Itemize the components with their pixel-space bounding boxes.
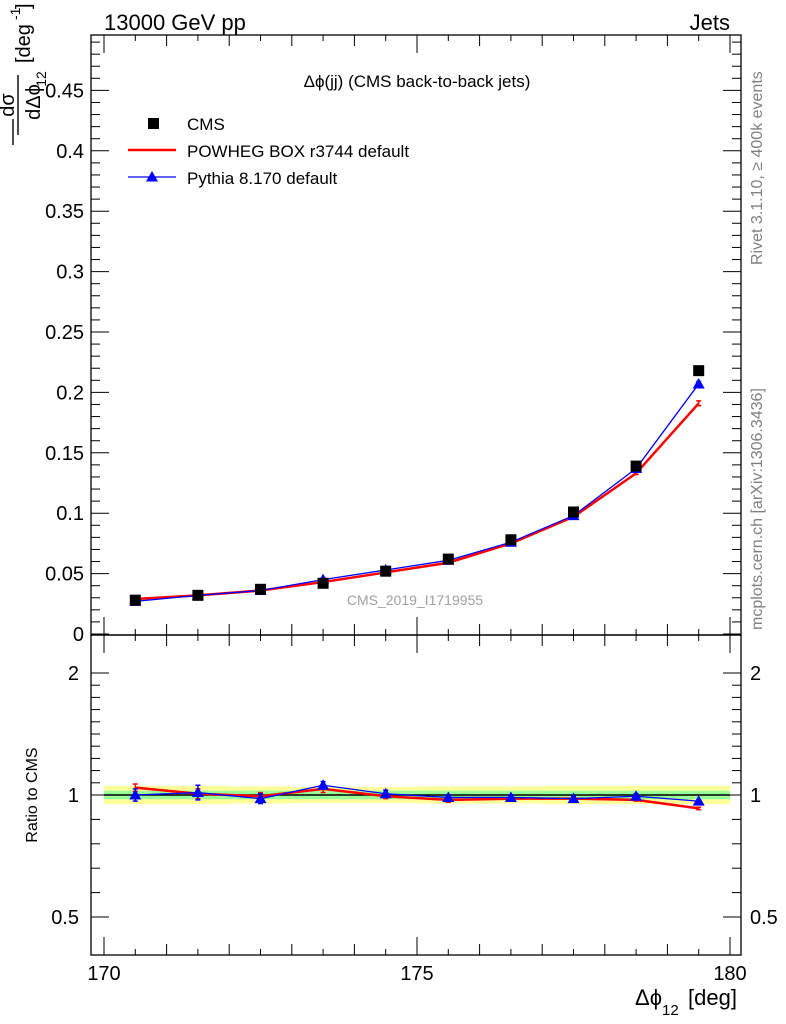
- ylabel-unit: [deg: [13, 24, 35, 63]
- ratio-pythia-point: [129, 789, 142, 800]
- xlabel-sub: 12: [662, 1002, 679, 1019]
- ratio-y-tick-label-right: 2: [750, 663, 761, 685]
- y-tick-label: 0.35: [45, 201, 84, 223]
- ratio-pythia-point: [630, 790, 643, 801]
- ratio-pythia-point: [191, 786, 204, 798]
- cms-data-point: [568, 506, 579, 518]
- cms-data-point: [693, 365, 705, 377]
- cms-data-point: [129, 594, 141, 606]
- ylabel-deriv-sub: 12: [33, 71, 49, 87]
- cms-data-point: [442, 553, 454, 565]
- y-tick-label: 0.3: [56, 262, 84, 284]
- watermark: CMS_2019_I1719955: [347, 592, 483, 608]
- legend: CMS POWHEG BOX r3744 default Pythia 8.170 …: [128, 115, 409, 188]
- main-panel: 0 0.05 0.1 0.15 0.2 0.25 0.3 0.35 0.4 0.45 CMS POWH…: [45, 34, 742, 646]
- y-tick-label: 0.25: [45, 322, 84, 344]
- ratio-pythia-point: [567, 792, 580, 804]
- ratio-y-axis-label: Ratio to CMS: [24, 747, 41, 842]
- ratio-y-tick-label-right: 1: [750, 785, 761, 807]
- ratio-pythia-point: [504, 791, 517, 802]
- y-tick-label: 0.15: [45, 443, 84, 465]
- cms-data-point: [505, 534, 517, 546]
- plot-title: Δϕ(jj) (CMS back-to-back jets): [304, 72, 531, 91]
- ylabel-unit-close: ]: [13, 3, 35, 9]
- cms-data-point: [380, 565, 392, 577]
- legend-pythia-label: Pythia 8.170 default: [187, 169, 338, 188]
- powheg-line: [135, 402, 700, 601]
- legend-cms-label: CMS: [187, 115, 225, 134]
- x-axis-label: Δϕ 12 [deg]: [635, 985, 737, 1019]
- ratio-panel: 170 175 180 0.5 0.5 1 1 2 2: [51, 634, 778, 985]
- cms-data-point: [317, 577, 329, 589]
- y-tick-label: 0.2: [56, 382, 84, 404]
- y-tick-label: 0.1: [56, 503, 84, 525]
- header-right: Jets: [690, 10, 730, 35]
- x-tick-label: 175: [400, 963, 433, 985]
- ratio-y-tick-label-right: 0.5: [750, 907, 778, 929]
- pythia-line: [135, 383, 700, 603]
- ratio-pythia-point: [692, 795, 705, 806]
- cms-data-point: [192, 589, 204, 601]
- ylabel-unit-sup: -1: [7, 7, 23, 20]
- header-left: 13000 GeV pp: [104, 10, 246, 35]
- rivet-label: Rivet 3.1.10, ≥ 400k events: [749, 71, 766, 265]
- cms-data-point: [630, 460, 642, 472]
- ratio-pythia-point: [254, 792, 267, 804]
- pythia-point: [692, 377, 705, 389]
- ratio-pythia-line: [135, 784, 699, 802]
- y-tick-label: 0: [73, 624, 84, 646]
- main-y-axis-label: 1 σ dσ dΔϕ 12 [deg -1 ]: [0, 3, 49, 145]
- ratio-y-tick-label: 2: [68, 663, 79, 685]
- x-tick-label: 170: [87, 963, 120, 985]
- y-tick-label: 0.05: [45, 564, 84, 586]
- y-tick-label: 0.45: [45, 80, 84, 102]
- ratio-pythia-point: [379, 787, 392, 799]
- x-tick-label: 180: [713, 963, 746, 985]
- ratio-pythia-point: [442, 791, 455, 802]
- legend-pythia-marker: [146, 171, 158, 182]
- xlabel-main: Δϕ: [635, 985, 662, 1010]
- mcplots-label: mcplots.cern.ch [arXiv:1306.3436]: [749, 388, 766, 630]
- ylabel-deriv-den: dΔϕ: [23, 84, 45, 120]
- ylabel-deriv-num: dσ: [0, 93, 19, 117]
- ratio-y-tick-label: 0.5: [51, 907, 79, 929]
- legend-powheg-label: POWHEG BOX r3744 default: [187, 142, 409, 161]
- ratio-pythia-point: [317, 779, 330, 790]
- ratio-y-tick-label: 1: [68, 785, 79, 807]
- cms-data-point: [255, 583, 266, 595]
- xlabel-unit: [deg]: [688, 985, 737, 1010]
- legend-cms-marker: [148, 118, 159, 129]
- y-tick-label: 0.4: [56, 141, 84, 163]
